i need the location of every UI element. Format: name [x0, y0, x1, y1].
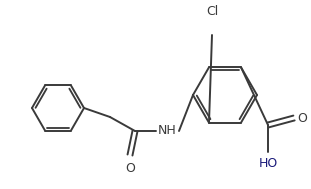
Text: O: O — [125, 162, 135, 175]
Text: Cl: Cl — [206, 5, 218, 18]
Text: O: O — [297, 112, 307, 125]
Text: HO: HO — [258, 157, 278, 170]
Text: NH: NH — [158, 125, 177, 138]
